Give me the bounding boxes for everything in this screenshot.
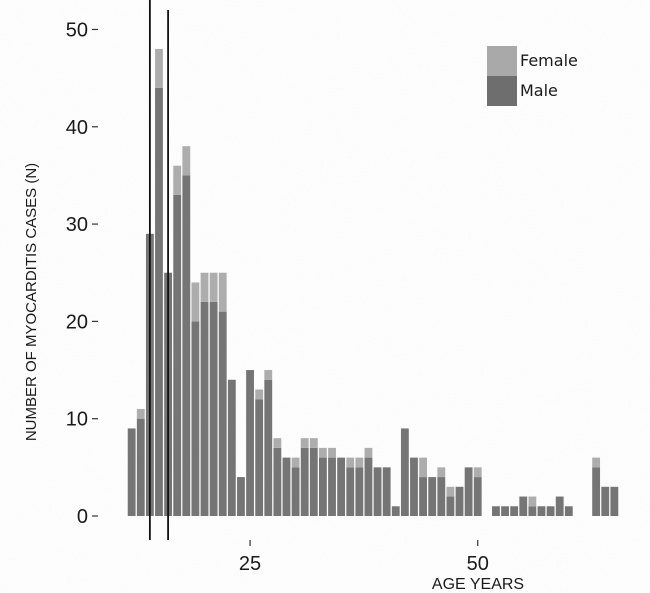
bar-female-age-27: [264, 370, 273, 380]
bar-male-age-49: [464, 467, 473, 516]
bar-male-age-39: [373, 467, 382, 516]
bar-female-age-32: [309, 438, 318, 448]
bar-male-age-38: [364, 457, 373, 516]
bar-female-age-19: [191, 282, 200, 322]
bar-male-age-58: [546, 506, 555, 516]
bar-male-age-17: [173, 194, 182, 516]
legend-swatch-male: [487, 76, 517, 106]
bar-female-age-46: [437, 467, 446, 478]
bar-male-age-32: [309, 447, 318, 516]
bar-male-age-42: [400, 428, 409, 516]
bar-male-age-45: [428, 477, 437, 516]
bar-male-age-15: [155, 87, 163, 516]
bar-male-age-60: [564, 506, 573, 516]
bar-male-age-48: [455, 486, 464, 516]
bar-male-age-46: [437, 477, 446, 516]
bar-female-age-31: [300, 438, 309, 448]
y-tick-label-10: 10: [66, 409, 88, 431]
bar-male-age-44: [419, 477, 428, 516]
bar-male-age-52: [492, 506, 500, 516]
y-tick-label-30: 30: [66, 214, 88, 236]
bar-female-age-26: [255, 389, 264, 400]
bar-male-age-12: [127, 428, 136, 516]
bar-male-age-55: [519, 496, 528, 516]
bar-male-age-59: [555, 496, 564, 516]
bar-male-age-34: [328, 457, 336, 516]
bar-female-age-28: [273, 438, 282, 448]
bar-female-age-47: [446, 486, 455, 497]
bar-male-age-21: [209, 301, 218, 516]
bar-female-age-17: [173, 165, 182, 195]
legend-label-male: Male: [520, 81, 558, 100]
bar-male-age-41: [391, 506, 400, 516]
marker-lines: [148, 0, 169, 540]
bar-male-age-26: [255, 399, 264, 516]
bar-female-age-21: [209, 272, 218, 302]
y-axis: 0 10 20 30 40 50: [66, 19, 98, 528]
bar-male-age-27: [264, 379, 273, 516]
bar-male-age-30: [291, 467, 300, 516]
bar-male-age-13: [136, 418, 145, 516]
bar-male-age-53: [501, 506, 509, 516]
x-axis-title: AGE YEARS: [432, 576, 524, 593]
bar-female-age-30: [291, 457, 300, 468]
bar-male-age-29: [282, 457, 291, 516]
bar-male-age-19: [191, 321, 200, 516]
bar-male-age-28: [273, 447, 282, 516]
bar-male-age-24: [237, 477, 245, 516]
bar-male-age-65: [610, 486, 619, 516]
y-tick-label-0: 0: [77, 506, 88, 528]
x-tick-label-50: 50: [467, 553, 489, 575]
bar-female-age-13: [136, 408, 145, 419]
bar-female-age-37: [355, 457, 364, 468]
bar-female-age-34: [328, 447, 336, 458]
bar-male-age-56: [528, 506, 537, 516]
bar-female-age-44: [419, 457, 428, 478]
y-tick-label-50: 50: [66, 19, 88, 41]
y-axis-title: NUMBER OF MYOCARDITIS CASES (N): [23, 163, 40, 441]
legend-swatch-female: [487, 46, 517, 76]
legend-label-female: Female: [520, 51, 578, 70]
bar-male-age-22: [218, 311, 227, 516]
bar-male-age-31: [300, 447, 309, 516]
bar-female-age-33: [318, 447, 327, 458]
bar-male-age-23: [227, 379, 236, 516]
bar-male-age-37: [355, 467, 364, 516]
bar-female-age-15: [155, 48, 163, 88]
bar-female-age-50: [473, 467, 482, 478]
x-axis: 25 50: [239, 540, 489, 575]
bar-female-age-20: [200, 272, 209, 302]
bar-female-age-36: [346, 457, 355, 468]
bars-layer: [127, 48, 619, 517]
bar-male-age-43: [410, 457, 418, 516]
bar-male-age-40: [382, 467, 391, 516]
y-tick-label-20: 20: [66, 311, 88, 333]
bar-male-age-57: [537, 506, 546, 516]
bar-female-age-63: [592, 457, 601, 468]
bar-male-age-36: [346, 467, 355, 516]
bar-male-age-18: [182, 175, 191, 516]
bar-female-age-22: [218, 272, 227, 312]
bar-male-age-33: [318, 457, 327, 516]
bar-male-age-54: [510, 506, 519, 516]
y-tick-label-40: 40: [66, 117, 88, 139]
bar-female-age-56: [528, 496, 537, 507]
bar-male-age-64: [601, 486, 610, 516]
x-tick-label-25: 25: [239, 553, 261, 575]
bar-male-age-25: [246, 370, 254, 516]
bar-male-age-20: [200, 301, 209, 516]
bar-female-age-18: [182, 146, 191, 176]
bar-male-age-63: [592, 467, 601, 516]
bar-male-age-50: [473, 477, 482, 516]
bar-male-age-35: [337, 457, 346, 516]
bar-male-age-47: [446, 496, 455, 516]
legend: Female Male: [487, 46, 578, 106]
bar-female-age-38: [364, 447, 373, 458]
